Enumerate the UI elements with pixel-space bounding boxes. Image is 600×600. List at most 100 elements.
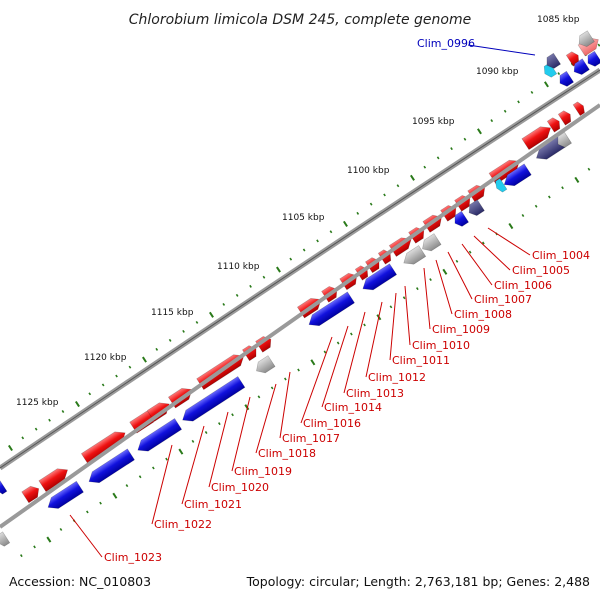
leader-line [151, 444, 173, 525]
minor-tick [218, 422, 221, 426]
minor-tick [125, 484, 129, 488]
minor-tick [257, 395, 261, 399]
minor-tick [316, 239, 319, 243]
minor-tick [115, 374, 118, 378]
gene-label-clim-0996[interactable]: Clim_0996 [417, 37, 475, 50]
minor-tick [396, 184, 400, 188]
minor-tick [101, 383, 105, 387]
tick-marks [7, 43, 600, 452]
minor-tick [534, 204, 538, 208]
gene-reverse [47, 480, 84, 509]
minor-tick [323, 350, 327, 354]
tick-label-1120: 1120 kbp [84, 353, 127, 363]
gene-reverse [137, 418, 183, 452]
leader-line [181, 425, 205, 505]
minor-tick [21, 436, 25, 440]
summary-text: Topology: circular; Length: 2,763,181 bp… [246, 574, 590, 589]
minor-tick [235, 293, 239, 297]
tick-dots [19, 167, 591, 558]
minor-tick [383, 193, 386, 197]
minor-tick [521, 213, 525, 217]
minor-tick [249, 284, 252, 288]
major-tick [508, 222, 514, 230]
major-tick [208, 311, 214, 318]
minor-tick [128, 365, 132, 369]
gene-label-clim-1016[interactable]: Clim_1016 [303, 417, 361, 430]
gene-forward [565, 51, 580, 67]
minor-tick [86, 510, 89, 514]
gene-label-clim-1007[interactable]: Clim_1007 [474, 293, 532, 306]
gene-forward [557, 110, 572, 126]
gene-label-clim-1009[interactable]: Clim_1009 [432, 323, 490, 336]
major-tick [112, 492, 118, 499]
minor-tick [182, 329, 185, 333]
gene-tracks [0, 30, 600, 547]
gene-label-clim-1014[interactable]: Clim_1014 [324, 401, 382, 414]
minor-tick [262, 275, 266, 279]
gene-reverse [403, 245, 427, 265]
minor-tick [168, 338, 172, 342]
minor-tick [152, 466, 155, 470]
minor-tick [369, 202, 373, 206]
gene-reverse [308, 291, 355, 327]
gene-label-clim-1006[interactable]: Clim_1006 [494, 279, 552, 292]
minor-tick [557, 72, 561, 76]
major-tick [244, 404, 250, 411]
clim-0996-leader [467, 44, 536, 56]
gene-label-clim-1012[interactable]: Clim_1012 [368, 371, 426, 384]
gene-label-clim-1008[interactable]: Clim_1008 [454, 308, 512, 321]
minor-tick [423, 165, 427, 169]
gene-reverse [495, 177, 508, 193]
leader-line [461, 243, 493, 286]
minor-tick [463, 137, 467, 141]
leader-line [487, 227, 531, 256]
minor-tick [468, 250, 472, 254]
gene-label-clim-1004[interactable]: Clim_1004 [532, 249, 590, 262]
gene-forward [546, 117, 561, 133]
gene-reverse [546, 52, 561, 69]
accession-text: Accession: NC_010803 [9, 574, 151, 589]
minor-tick [34, 427, 38, 431]
gene-label-clim-1023[interactable]: Clim_1023 [104, 551, 162, 564]
leader-line [389, 292, 397, 361]
gene-label-clim-1010[interactable]: Clim_1010 [412, 339, 470, 352]
tick-label-1110: 1110 kbp [217, 262, 260, 272]
gene-label-clim-1022[interactable]: Clim_1022 [154, 518, 212, 531]
label-leader-lines [69, 227, 531, 558]
leader-line [423, 267, 431, 330]
leader-line [300, 336, 333, 424]
gene-reverse [256, 355, 276, 374]
leader-line [473, 235, 511, 271]
leader-line [69, 514, 103, 558]
tick-label-1085: 1085 kbp [537, 15, 580, 25]
minor-tick [329, 230, 333, 234]
gene-label-clim-1019[interactable]: Clim_1019 [234, 465, 292, 478]
gene-label-clim-1017[interactable]: Clim_1017 [282, 432, 340, 445]
minor-tick [59, 527, 63, 531]
leader-line [447, 251, 473, 300]
minor-tick [19, 554, 23, 558]
minor-tick [191, 439, 195, 443]
minor-tick [302, 248, 306, 252]
leader-line [321, 325, 349, 408]
leader-line [231, 396, 251, 472]
gene-reverse [503, 163, 532, 187]
major-tick [442, 268, 448, 275]
gene-label-clim-1021[interactable]: Clim_1021 [184, 498, 242, 511]
major-tick [275, 266, 281, 273]
gene-label-clim-1013[interactable]: Clim_1013 [346, 387, 404, 400]
major-tick [574, 176, 580, 183]
minor-tick [336, 341, 340, 345]
minor-tick [548, 195, 551, 199]
minor-tick [195, 320, 199, 324]
gene-label-clim-1018[interactable]: Clim_1018 [258, 447, 316, 460]
gene-label-clim-1020[interactable]: Clim_1020 [211, 481, 269, 494]
gene-reverse [468, 199, 485, 216]
gene-label-clim-1011[interactable]: Clim_1011 [392, 354, 450, 367]
gene-forward [38, 468, 68, 493]
major-tick [7, 444, 13, 452]
gene-label-clim-1005[interactable]: Clim_1005 [512, 264, 570, 277]
leader-line [255, 383, 277, 454]
gene-reverse [88, 448, 135, 484]
